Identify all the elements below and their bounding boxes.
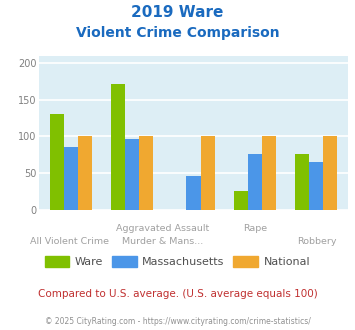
Bar [78,137,92,210]
Bar [111,84,125,210]
Bar [309,162,323,210]
Text: Murder & Mans...: Murder & Mans... [122,237,203,246]
Text: Violent Crime Comparison: Violent Crime Comparison [76,26,279,40]
Bar [295,154,309,210]
Bar [234,190,248,210]
Text: Robbery: Robbery [297,237,337,246]
Bar [50,114,64,210]
Text: Rape: Rape [243,224,267,233]
Bar [125,139,139,210]
Bar [186,176,201,210]
Text: All Violent Crime: All Violent Crime [31,237,109,246]
Legend: Ware, Massachusetts, National: Ware, Massachusetts, National [40,251,315,272]
Bar [64,147,78,210]
Text: 2019 Ware: 2019 Ware [131,5,224,20]
Text: © 2025 CityRating.com - https://www.cityrating.com/crime-statistics/: © 2025 CityRating.com - https://www.city… [45,317,310,326]
Text: Compared to U.S. average. (U.S. average equals 100): Compared to U.S. average. (U.S. average … [38,289,317,299]
Bar [323,137,337,210]
Text: Aggravated Assault: Aggravated Assault [116,224,209,233]
Bar [248,154,262,210]
Bar [139,137,153,210]
Bar [262,137,276,210]
Bar [201,137,215,210]
